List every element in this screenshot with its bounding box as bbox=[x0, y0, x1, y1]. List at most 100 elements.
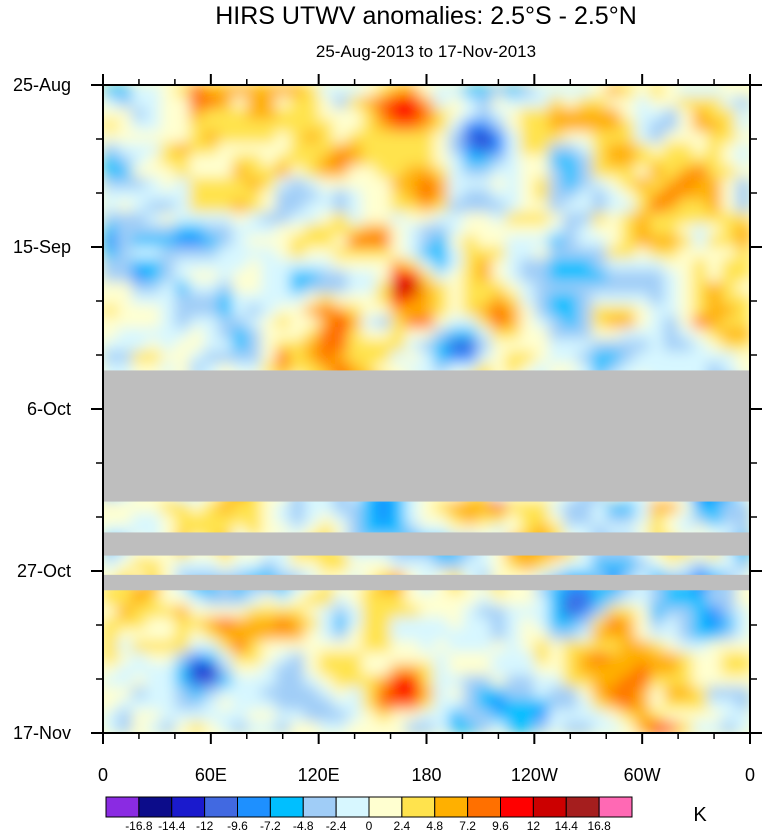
anomaly-cell bbox=[462, 351, 478, 364]
anomaly-cell bbox=[289, 281, 305, 294]
anomaly-cell bbox=[433, 304, 449, 318]
anomaly-cell bbox=[519, 131, 535, 144]
chart-title: HIRS UTWV anomalies: 2.5°S - 2.5°N bbox=[215, 2, 637, 30]
anomaly-cell bbox=[735, 270, 750, 283]
anomaly-cell bbox=[476, 119, 492, 132]
anomaly-cell bbox=[232, 235, 248, 248]
anomaly-cell bbox=[462, 212, 478, 225]
anomaly-cell bbox=[649, 339, 665, 352]
anomaly-cell bbox=[146, 212, 162, 225]
anomaly-cell bbox=[390, 131, 406, 144]
anomaly-cell bbox=[261, 85, 277, 98]
anomaly-cell bbox=[261, 258, 277, 271]
anomaly-cell bbox=[563, 247, 579, 260]
anomaly-cell bbox=[649, 258, 665, 271]
anomaly-cell bbox=[649, 663, 665, 676]
anomaly-cell bbox=[189, 617, 205, 630]
anomaly-cell bbox=[706, 304, 722, 318]
anomaly-cell bbox=[275, 709, 291, 723]
anomaly-cell bbox=[146, 131, 162, 144]
anomaly-cell bbox=[462, 698, 478, 711]
anomaly-cell bbox=[519, 96, 535, 109]
anomaly-cell bbox=[563, 501, 579, 514]
anomaly-cell bbox=[476, 686, 492, 699]
anomaly-cell bbox=[692, 640, 708, 653]
anomaly-cell bbox=[462, 258, 478, 271]
anomaly-cell bbox=[548, 709, 564, 723]
anomaly-cell bbox=[289, 258, 305, 271]
anomaly-cell bbox=[203, 652, 219, 665]
x-tick-label: 0 bbox=[745, 765, 755, 785]
anomaly-cell bbox=[203, 212, 219, 225]
anomaly-cell bbox=[462, 709, 478, 723]
anomaly-cell bbox=[678, 351, 694, 364]
anomaly-cell bbox=[261, 142, 277, 156]
anomaly-cell bbox=[548, 85, 564, 98]
anomaly-cell bbox=[404, 501, 420, 514]
colorbar-swatch bbox=[335, 796, 370, 818]
anomaly-cell bbox=[563, 351, 579, 364]
anomaly-cell bbox=[563, 316, 579, 329]
anomaly-cell bbox=[189, 235, 205, 248]
anomaly-cell bbox=[131, 166, 147, 179]
anomaly-cell bbox=[735, 663, 750, 676]
anomaly-cell bbox=[218, 628, 233, 642]
anomaly-cell bbox=[721, 559, 737, 572]
anomaly-cell bbox=[706, 594, 722, 607]
anomaly-cell bbox=[721, 686, 737, 699]
anomaly-cell bbox=[289, 675, 305, 688]
anomaly-cell bbox=[706, 605, 722, 618]
anomaly-cell bbox=[419, 640, 435, 653]
anomaly-cell bbox=[692, 559, 708, 572]
anomaly-cell bbox=[333, 235, 349, 248]
anomaly-cell bbox=[448, 142, 464, 156]
anomaly-cell bbox=[404, 594, 420, 607]
anomaly-cell bbox=[174, 85, 190, 98]
anomaly-cell bbox=[160, 85, 176, 98]
anomaly-cell bbox=[692, 316, 708, 329]
anomaly-cell bbox=[519, 652, 535, 665]
anomaly-cell bbox=[160, 640, 176, 653]
anomaly-cell bbox=[261, 721, 277, 733]
anomaly-cell bbox=[333, 316, 349, 329]
anomaly-cell bbox=[634, 258, 650, 271]
anomaly-cell bbox=[548, 339, 564, 352]
anomaly-cell bbox=[491, 709, 507, 723]
anomaly-cell bbox=[606, 617, 622, 630]
anomaly-cell bbox=[304, 154, 320, 167]
anomaly-cell bbox=[433, 721, 449, 733]
anomaly-cell bbox=[404, 316, 420, 329]
anomaly-cell bbox=[304, 247, 320, 260]
anomaly-cell bbox=[433, 339, 449, 352]
anomaly-cell bbox=[203, 640, 219, 653]
anomaly-cell bbox=[678, 131, 694, 144]
anomaly-cell bbox=[304, 142, 320, 156]
anomaly-cell bbox=[103, 686, 118, 699]
anomaly-cell bbox=[519, 177, 535, 190]
anomaly-cell bbox=[160, 721, 176, 733]
anomaly-cell bbox=[678, 304, 694, 318]
x-tick-label: 60E bbox=[195, 765, 227, 785]
anomaly-cell bbox=[146, 628, 162, 642]
anomaly-cell bbox=[663, 501, 679, 514]
anomaly-cell bbox=[678, 316, 694, 329]
anomaly-cell bbox=[218, 200, 233, 213]
anomaly-cell bbox=[505, 304, 521, 318]
anomaly-cell bbox=[174, 293, 190, 306]
anomaly-cell bbox=[577, 513, 593, 526]
anomaly-cell bbox=[678, 675, 694, 688]
anomaly-cell bbox=[534, 304, 550, 318]
anomaly-cell bbox=[419, 189, 435, 202]
anomaly-cell bbox=[347, 339, 363, 352]
anomaly-cell bbox=[275, 594, 291, 607]
anomaly-cell bbox=[103, 108, 118, 121]
anomaly-cell bbox=[261, 328, 277, 341]
anomaly-cell bbox=[692, 85, 708, 98]
anomaly-cell bbox=[160, 559, 176, 572]
anomaly-cell bbox=[289, 698, 305, 711]
anomaly-cell bbox=[519, 686, 535, 699]
anomaly-cell bbox=[663, 686, 679, 699]
plot-area bbox=[103, 85, 750, 733]
anomaly-cell bbox=[433, 663, 449, 676]
anomaly-cell bbox=[519, 501, 535, 514]
